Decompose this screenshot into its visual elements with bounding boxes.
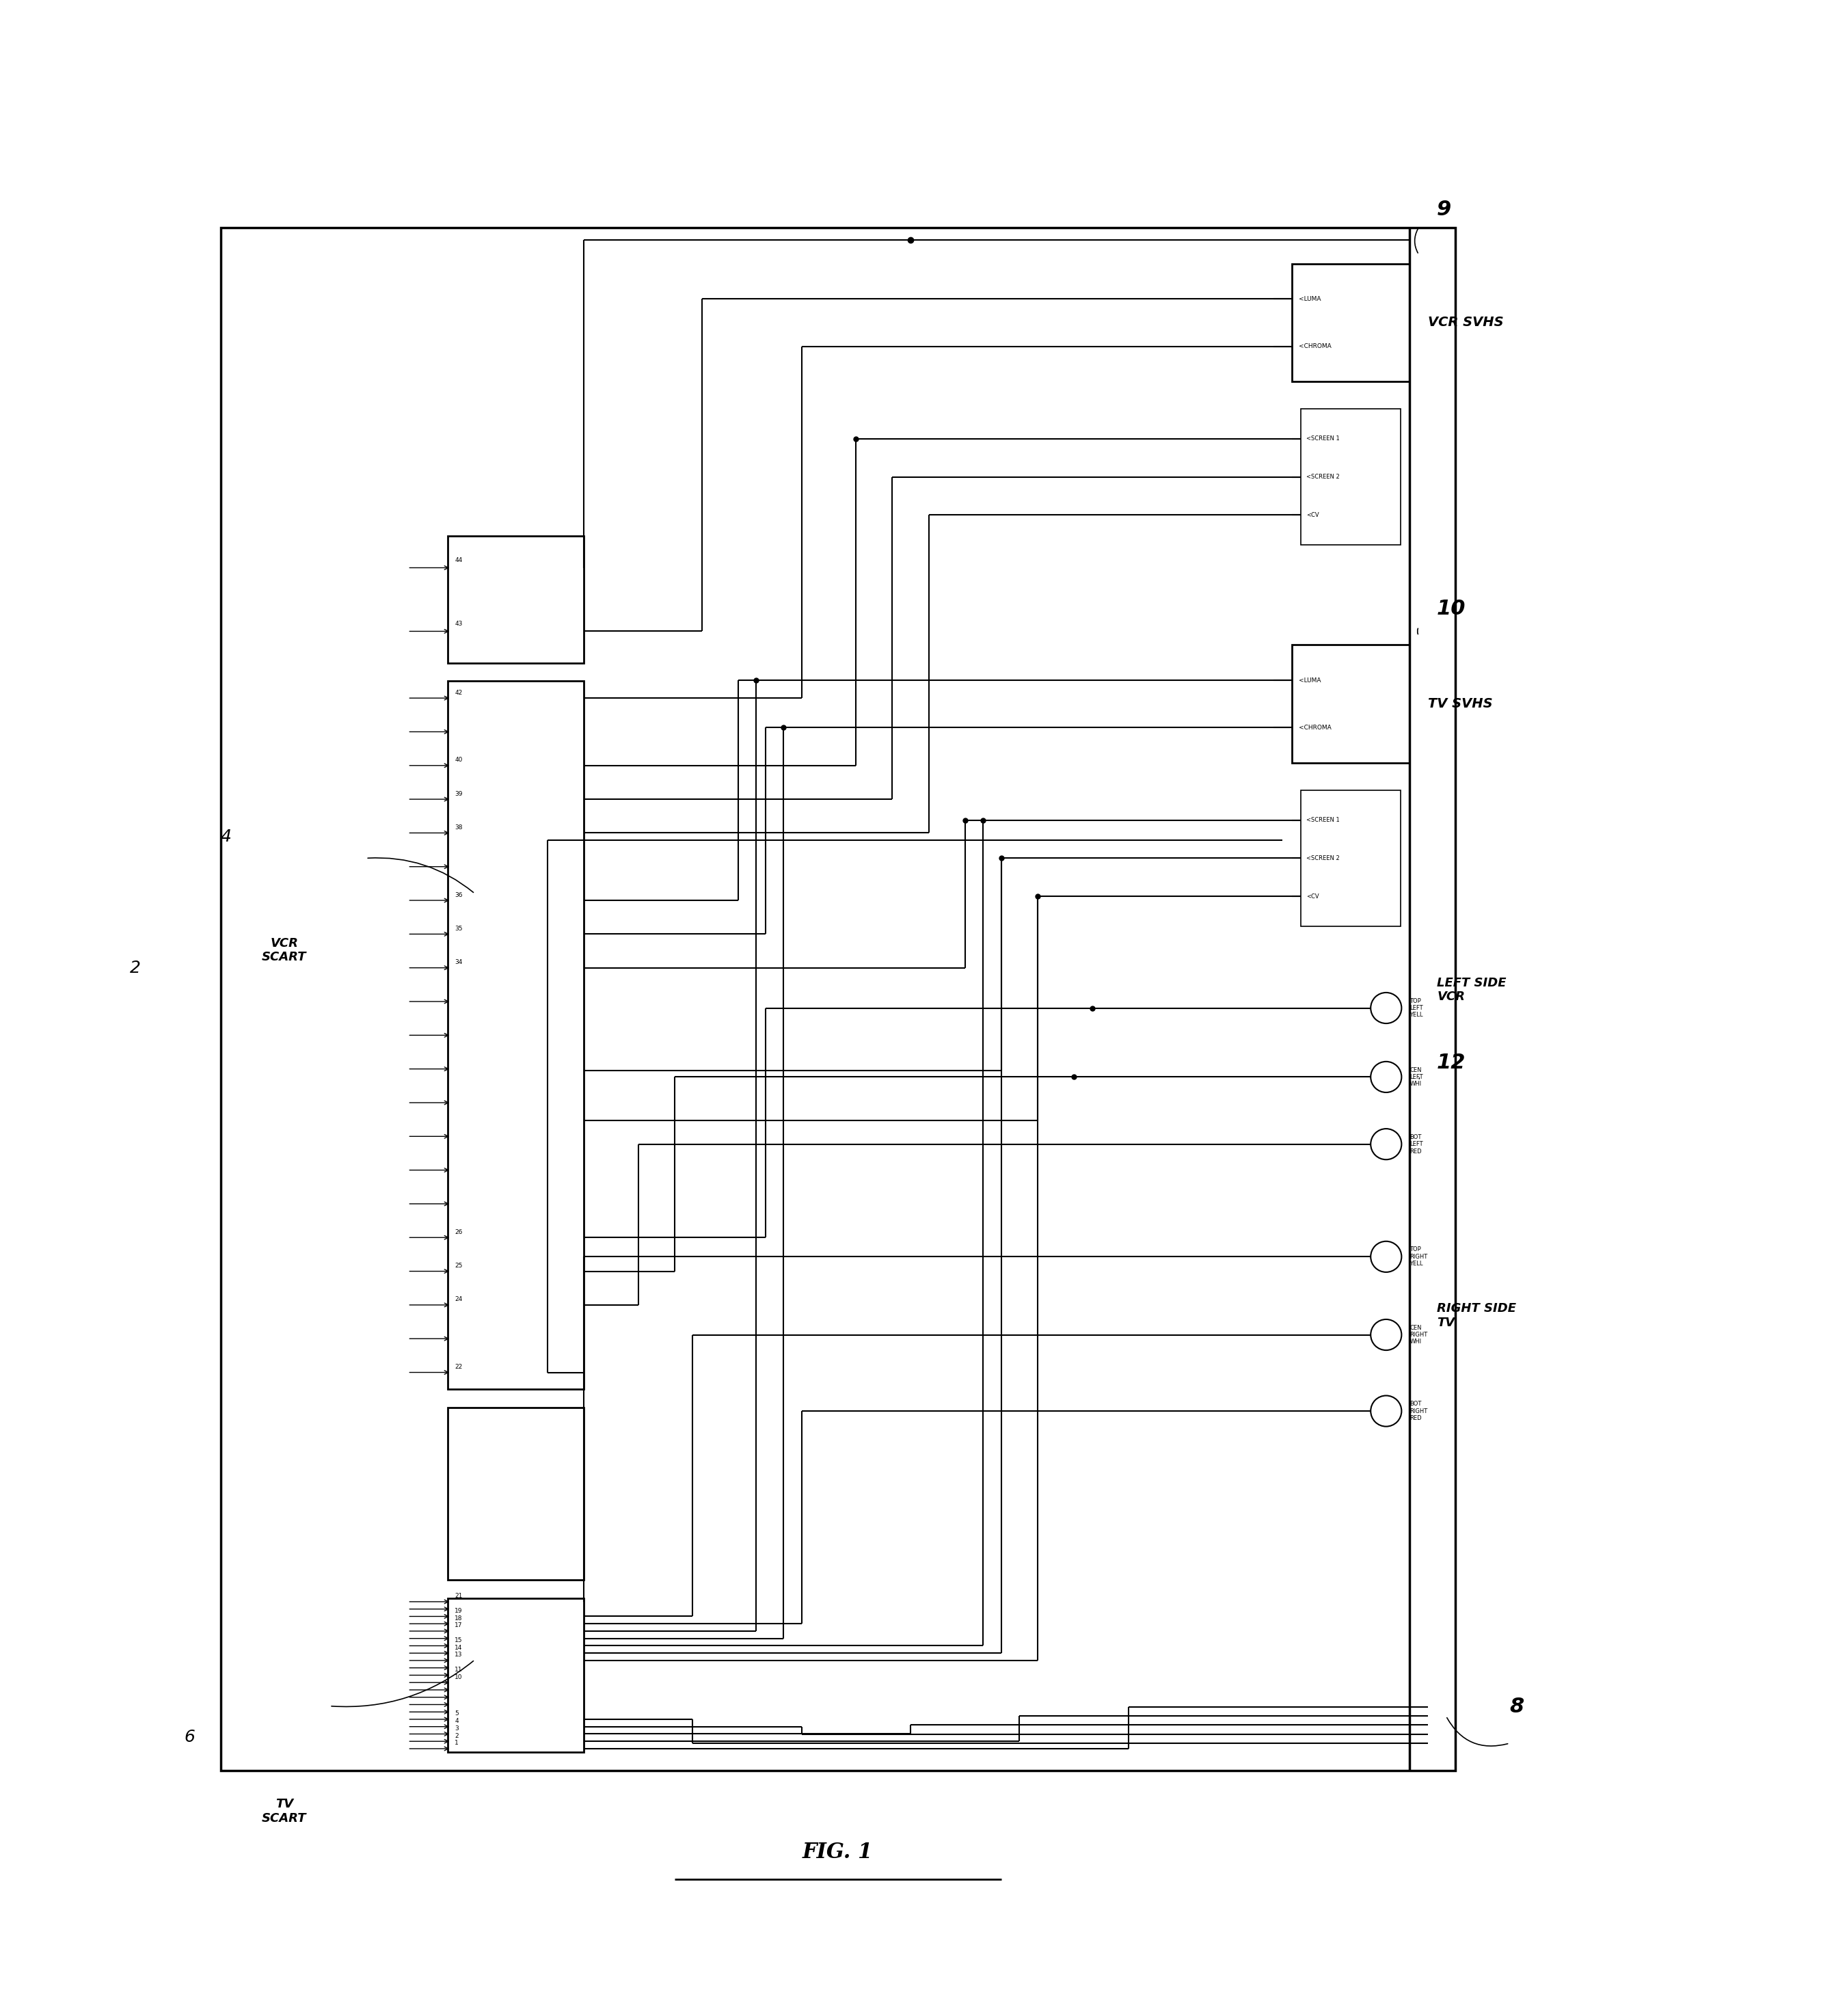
Text: <SCREEN 2: <SCREEN 2 [1306,855,1340,861]
Text: 13: 13 [455,1651,463,1657]
Text: 8: 8 [1510,1697,1524,1718]
Text: 10: 10 [1437,599,1466,619]
Text: TOP
LEFT
YELL: TOP LEFT YELL [1409,998,1424,1018]
Text: 44: 44 [455,556,463,564]
Bar [1291,645,1409,762]
Text: CEN
RIGHT
WHI: CEN RIGHT WHI [1409,1325,1428,1345]
Text: 2: 2 [455,1734,459,1740]
Text: 4: 4 [455,1718,459,1724]
Text: FIG. 1: FIG. 1 [803,1841,874,1863]
Text: 43: 43 [455,621,463,627]
Text: <SCREEN 1: <SCREEN 1 [1306,816,1340,823]
Text: BOT
LEFT
RED: BOT LEFT RED [1409,1133,1424,1155]
Text: <CV: <CV [1306,512,1318,518]
Text: 4: 4 [220,829,231,845]
Text: 34: 34 [455,960,463,966]
Bar [448,1407,585,1581]
Text: 10: 10 [455,1673,463,1679]
Text: <LUMA: <LUMA [1298,677,1322,683]
Bar [448,681,585,1389]
Text: <LUMA: <LUMA [1298,296,1322,302]
Text: TV SVHS: TV SVHS [1428,698,1493,710]
Text: BOT
RIGHT
RED: BOT RIGHT RED [1409,1401,1428,1421]
Text: <CHROMA: <CHROMA [1298,724,1331,730]
Text: 42: 42 [455,689,463,696]
Text: 35: 35 [455,925,463,931]
Text: VCR SVHS: VCR SVHS [1428,317,1504,329]
Text: RIGHT SIDE
TV: RIGHT SIDE TV [1437,1302,1517,1329]
Text: 3: 3 [455,1726,459,1732]
Text: <SCREEN 2: <SCREEN 2 [1306,474,1340,480]
Bar [448,1599,585,1752]
Text: 17: 17 [455,1623,463,1629]
Bar [1300,409,1400,544]
Text: TOP
RIGHT
YELL: TOP RIGHT YELL [1409,1246,1428,1266]
Text: VCR
SCART: VCR SCART [262,937,306,964]
Text: 11: 11 [455,1667,463,1673]
Text: <CHROMA: <CHROMA [1298,343,1331,349]
Text: 14: 14 [455,1645,463,1651]
Text: 18: 18 [455,1615,463,1621]
Text: 12: 12 [1437,1052,1466,1073]
Text: 24: 24 [455,1296,463,1302]
Text: 2: 2 [129,960,140,976]
Text: <SCREEN 1: <SCREEN 1 [1306,435,1340,442]
Text: 40: 40 [455,756,463,764]
Text: 38: 38 [455,825,463,831]
Text: 26: 26 [455,1230,463,1236]
Bar [448,536,585,663]
Text: 15: 15 [455,1637,463,1643]
Text: 22: 22 [455,1365,463,1371]
Text: 1: 1 [455,1740,459,1746]
Text: 25: 25 [455,1262,463,1268]
Text: CEN
LEFT
WHI: CEN LEFT WHI [1409,1066,1424,1087]
Text: 5: 5 [455,1712,459,1718]
Text: LEFT SIDE
VCR: LEFT SIDE VCR [1437,976,1506,1004]
Text: TV
SCART: TV SCART [262,1798,306,1824]
Text: 36: 36 [455,891,463,897]
Text: <CV: <CV [1306,893,1318,899]
Text: 19: 19 [455,1609,463,1615]
Bar [1300,790,1400,925]
Text: 6: 6 [184,1728,195,1746]
Text: 39: 39 [455,790,463,796]
Bar [220,228,1455,1770]
Text: 9: 9 [1437,200,1451,220]
Bar [1291,264,1409,381]
Text: 21: 21 [455,1593,463,1599]
